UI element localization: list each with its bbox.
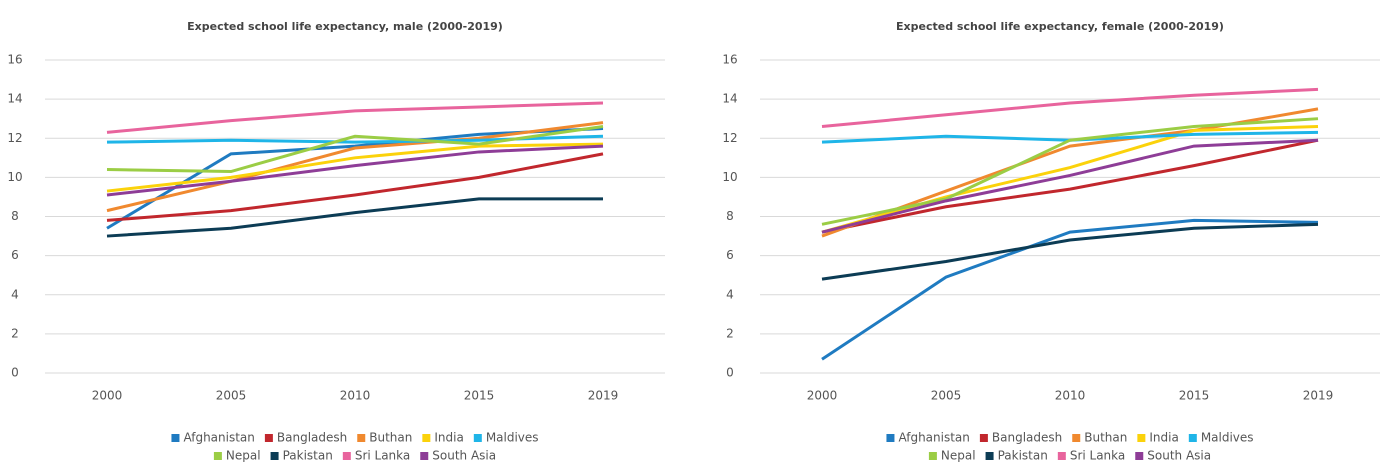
x-tick-label: 2000 xyxy=(92,389,123,403)
legend-row: Nepal Pakistan Sri Lanka South Asia xyxy=(928,449,1211,463)
legend-swatch xyxy=(213,452,222,460)
legend-row: Nepal Pakistan Sri Lanka South Asia xyxy=(213,449,496,463)
legend-swatch xyxy=(1135,452,1144,460)
series-line xyxy=(106,152,604,222)
y-tick-label: 2 xyxy=(726,326,734,340)
series-line xyxy=(821,138,1319,234)
y-tick-label: 14 xyxy=(722,92,737,106)
chart: Expected school life expectancy, female … xyxy=(722,20,1380,463)
series-line xyxy=(106,144,604,197)
y-tick-label: 6 xyxy=(11,248,19,262)
x-tick-label: 2019 xyxy=(1303,389,1334,403)
legend-label: Buthan xyxy=(1084,431,1127,445)
legend-label: South Asia xyxy=(432,449,496,463)
x-tick-label: 2010 xyxy=(340,389,371,403)
legend-label: Maldives xyxy=(486,431,539,445)
series-line xyxy=(106,125,604,174)
x-tick-label: 2005 xyxy=(931,389,962,403)
series-line xyxy=(821,138,1319,234)
series-line xyxy=(821,87,1319,129)
legend-swatch xyxy=(886,434,895,442)
legend-label: Nepal xyxy=(226,449,261,463)
legend-swatch xyxy=(985,452,994,460)
y-tick-label: 10 xyxy=(7,170,22,184)
x-tick-label: 2019 xyxy=(588,389,619,403)
legend-swatch xyxy=(1057,452,1066,460)
legend-label: Maldives xyxy=(1201,431,1254,445)
y-tick-label: 4 xyxy=(11,287,19,301)
legend-label: Nepal xyxy=(941,449,976,463)
legend-label: Sri Lanka xyxy=(355,449,410,463)
chart: Expected school life expectancy, male (2… xyxy=(7,20,665,463)
y-tick-label: 2 xyxy=(11,326,19,340)
legend-swatch xyxy=(1137,434,1146,442)
series-line xyxy=(821,218,1319,361)
legend-swatch xyxy=(264,434,273,442)
series-line xyxy=(106,101,604,134)
y-tick-label: 8 xyxy=(11,209,19,223)
chart-title: Expected school life expectancy, male (2… xyxy=(187,20,503,33)
y-tick-label: 16 xyxy=(7,53,22,67)
x-tick-label: 2010 xyxy=(1055,389,1086,403)
legend-swatch xyxy=(420,452,429,460)
legend-label: Afghanistan xyxy=(183,431,254,445)
legend-label: India xyxy=(434,431,463,445)
y-tick-label: 6 xyxy=(726,248,734,262)
legend-label: Afghanistan xyxy=(898,431,969,445)
legend-label: Pakistan xyxy=(283,449,333,463)
x-tick-label: 2000 xyxy=(807,389,838,403)
legend-row: Afghanistan Bangladesh Buthan India Maldives xyxy=(886,431,1254,445)
series-line xyxy=(106,121,604,213)
legend-label: Bangladesh xyxy=(277,431,347,445)
legend-swatch xyxy=(171,434,180,442)
legend-swatch xyxy=(1188,434,1197,442)
y-tick-label: 12 xyxy=(7,131,22,145)
legend-swatch xyxy=(342,452,351,460)
x-tick-label: 2005 xyxy=(216,389,247,403)
y-tick-label: 16 xyxy=(722,53,737,67)
chart-title: Expected school life expectancy, female … xyxy=(896,20,1224,33)
y-tick-label: 10 xyxy=(722,170,737,184)
legend-swatch xyxy=(1072,434,1081,442)
legend-row: Afghanistan Bangladesh Buthan India Maldives xyxy=(171,431,539,445)
y-tick-label: 0 xyxy=(11,366,19,380)
legend-swatch xyxy=(422,434,431,442)
y-tick-label: 14 xyxy=(7,92,22,106)
legend-label: India xyxy=(1149,431,1178,445)
y-tick-label: 0 xyxy=(726,366,734,380)
x-tick-label: 2015 xyxy=(1179,389,1210,403)
legend-swatch xyxy=(979,434,988,442)
legend-swatch xyxy=(357,434,366,442)
series-line xyxy=(106,142,604,193)
y-tick-label: 12 xyxy=(722,131,737,145)
series-line xyxy=(821,222,1319,281)
legend-swatch xyxy=(928,452,937,460)
series-line xyxy=(106,197,603,238)
legend-label: South Asia xyxy=(1147,449,1211,463)
legend-label: Sri Lanka xyxy=(1070,449,1125,463)
legend-label: Pakistan xyxy=(998,449,1048,463)
legend-label: Bangladesh xyxy=(992,431,1062,445)
legend-swatch xyxy=(473,434,482,442)
legend-swatch xyxy=(270,452,279,460)
series-line xyxy=(821,117,1319,226)
y-tick-label: 8 xyxy=(726,209,734,223)
x-tick-label: 2015 xyxy=(464,389,495,403)
y-tick-label: 4 xyxy=(726,287,734,301)
legend-label: Buthan xyxy=(369,431,412,445)
